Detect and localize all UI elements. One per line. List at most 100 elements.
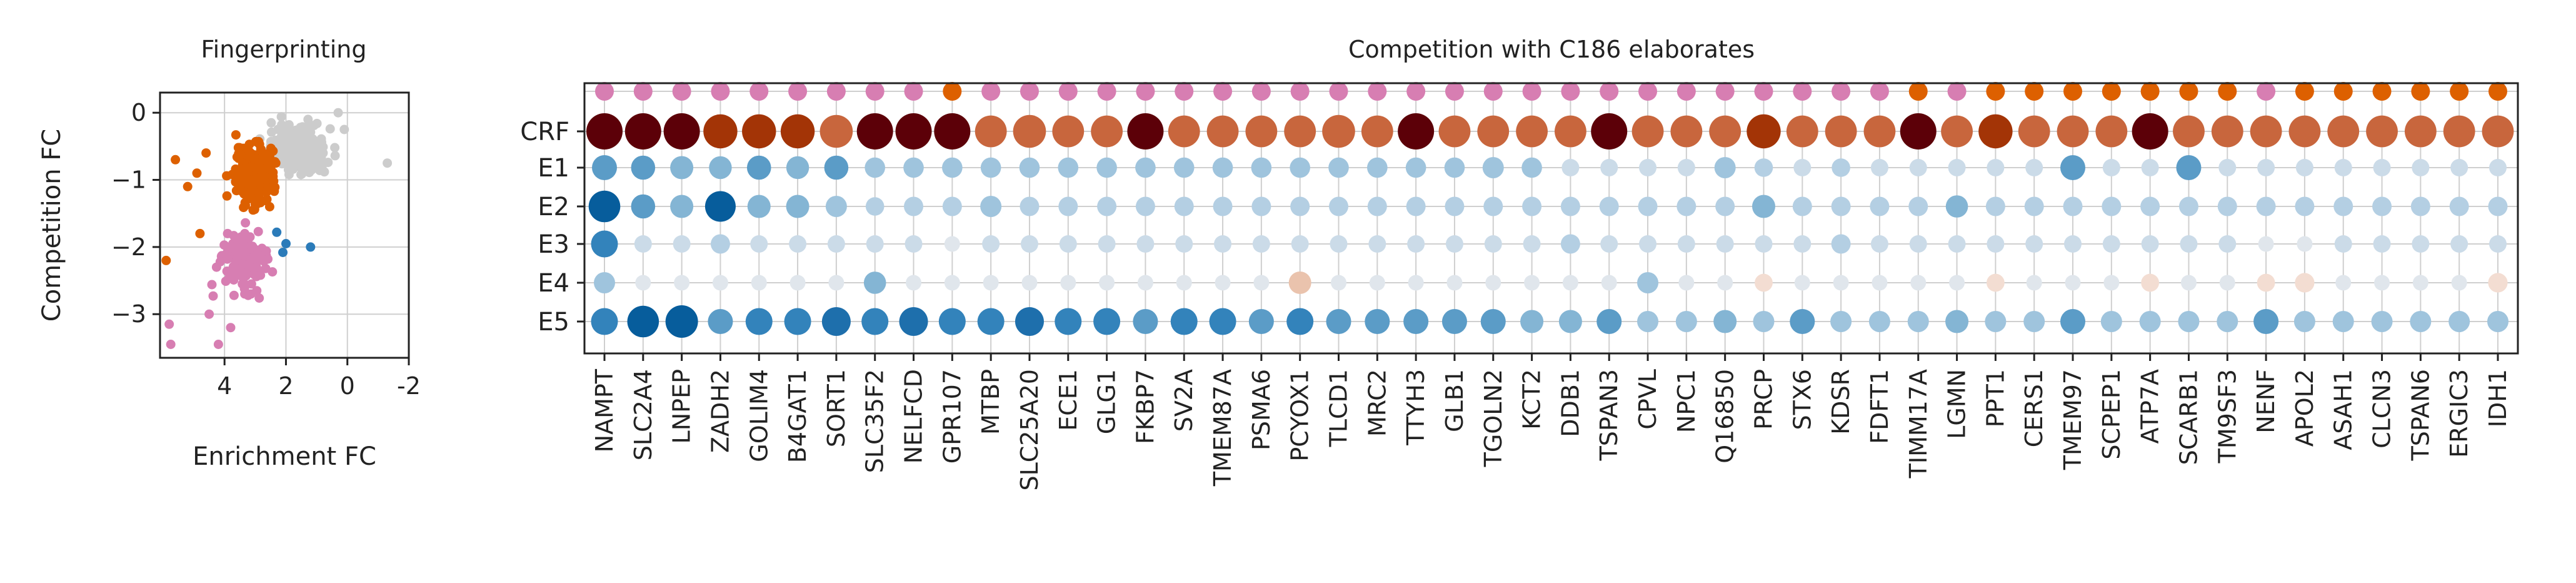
e2-dot xyxy=(1290,196,1310,216)
e2-dot xyxy=(2256,196,2276,216)
e4-dot xyxy=(1060,275,1076,291)
e2-dot xyxy=(1367,196,1387,216)
matrix-row-label: CRF xyxy=(520,118,569,146)
e4-dot xyxy=(1215,275,1231,291)
e1-dot xyxy=(824,155,849,180)
e2-dot xyxy=(1715,196,1735,216)
group-dot-pink xyxy=(1175,82,1194,101)
matrix-col-label: TGOLN2 xyxy=(1480,369,1507,467)
e3-dot xyxy=(944,236,960,252)
e5-dot xyxy=(2217,311,2238,332)
crf-dot xyxy=(2018,115,2050,148)
crf-dot xyxy=(1168,115,1200,148)
fingerprinting-panel: Fingerprinting 4 2 0 -2 0 −1 −2 −3 Enrichment … xyxy=(38,36,421,471)
e2-dot xyxy=(1058,196,1078,216)
crf-dot xyxy=(895,113,932,150)
group-dot-pink xyxy=(633,82,653,101)
scatter-point-orange xyxy=(239,203,249,213)
e1-dot xyxy=(1870,159,1888,176)
scatter-point-gray xyxy=(333,108,343,118)
group-dot-orange xyxy=(2063,82,2083,101)
e1-dot xyxy=(1251,157,1272,178)
e4-dot xyxy=(1562,275,1578,291)
e3-dot xyxy=(1870,235,1888,253)
crf-dot xyxy=(1786,115,1818,148)
e5-dot xyxy=(2410,311,2432,332)
e3-dot xyxy=(634,235,652,253)
e2-dot xyxy=(904,196,924,216)
e1-dot xyxy=(2257,159,2275,176)
e5-dot xyxy=(1675,311,1697,332)
e5-dot xyxy=(938,308,966,335)
e5-dot xyxy=(2100,311,2122,332)
group-dot-pink xyxy=(595,82,614,101)
e5-dot xyxy=(627,305,659,338)
e4-dot xyxy=(944,275,960,291)
e5-dot xyxy=(1286,308,1314,335)
matrix-col-label: TTYH3 xyxy=(1402,369,1430,446)
matrix-col-label: TSPAN3 xyxy=(1595,369,1623,461)
e5-dot xyxy=(1907,311,1929,332)
crf-dot xyxy=(2327,115,2360,148)
e3-dot xyxy=(789,235,807,253)
e2-dot xyxy=(1522,196,1542,216)
matrix-row-labels: CRF E1 E2 E3 E4 E5 xyxy=(520,118,584,337)
scatter-point-pink xyxy=(253,226,263,236)
e5-dot xyxy=(2023,311,2045,332)
e2-dot xyxy=(704,191,736,222)
group-dot-pink xyxy=(672,82,691,101)
matrix-col-label: LGMN xyxy=(1943,369,1971,439)
scatter-point-gray xyxy=(277,151,287,161)
e5-dot xyxy=(2448,311,2470,332)
matrix-col-label: SCPEP1 xyxy=(2098,369,2125,460)
matrix-col-label: ASAH1 xyxy=(2330,369,2357,450)
group-dot-pink xyxy=(749,82,769,101)
group-dot-pink xyxy=(865,82,885,101)
e1-dot xyxy=(1290,157,1310,178)
matrix-col-label: GLG1 xyxy=(1093,369,1121,434)
e2-dot xyxy=(631,194,656,219)
crf-dot xyxy=(1398,113,1435,150)
crf-dot xyxy=(856,113,893,150)
e3-dot xyxy=(1716,235,1734,253)
e1-dot xyxy=(1212,157,1233,178)
matrix-col-label: FDFT1 xyxy=(1866,369,1893,444)
e4-dot xyxy=(1794,275,1810,291)
e4-dot xyxy=(1601,275,1617,291)
scatter-point-pink xyxy=(164,319,174,329)
e5-dot xyxy=(1713,310,1737,333)
scatter-point-gray xyxy=(300,129,310,138)
scatter-point-orange xyxy=(192,168,202,178)
scatter-point-gray xyxy=(383,158,393,168)
e4-dot xyxy=(789,275,806,291)
e4-dot xyxy=(2026,275,2042,291)
e4-dot xyxy=(1637,272,1659,293)
crf-dot xyxy=(1978,114,2013,149)
scatter-point-pink xyxy=(251,271,261,281)
e3-dot xyxy=(2141,235,2159,253)
e1-dot xyxy=(1600,159,1618,176)
e4-dot xyxy=(2412,275,2428,291)
crf-dot xyxy=(1555,115,1586,148)
e3-dot xyxy=(2450,235,2468,253)
group-dot-pink xyxy=(788,82,808,101)
group-dot-pink xyxy=(1870,82,1889,101)
e4-dot xyxy=(1833,275,1849,291)
e5-dot xyxy=(1753,311,1775,332)
matrix-col-label: FKBP7 xyxy=(1131,369,1159,444)
e1-dot xyxy=(1987,159,2005,176)
e1-dot xyxy=(1058,157,1079,178)
e5-dot xyxy=(2060,309,2086,334)
e3-dot xyxy=(591,230,618,258)
group-dot-orange xyxy=(2333,82,2353,101)
e2-dot xyxy=(1638,196,1658,216)
matrix-col-label: NPC1 xyxy=(1673,369,1700,433)
scatter-point-pink xyxy=(257,254,267,264)
e5-dot xyxy=(708,309,733,334)
matrix-col-label: GLB1 xyxy=(1441,369,1468,432)
scatter-point-gray xyxy=(277,120,287,129)
scatter-point-orange xyxy=(256,171,266,181)
e5-dot xyxy=(1985,311,2007,332)
group-dot-pink xyxy=(1715,82,1735,101)
e4-dot xyxy=(594,272,615,293)
